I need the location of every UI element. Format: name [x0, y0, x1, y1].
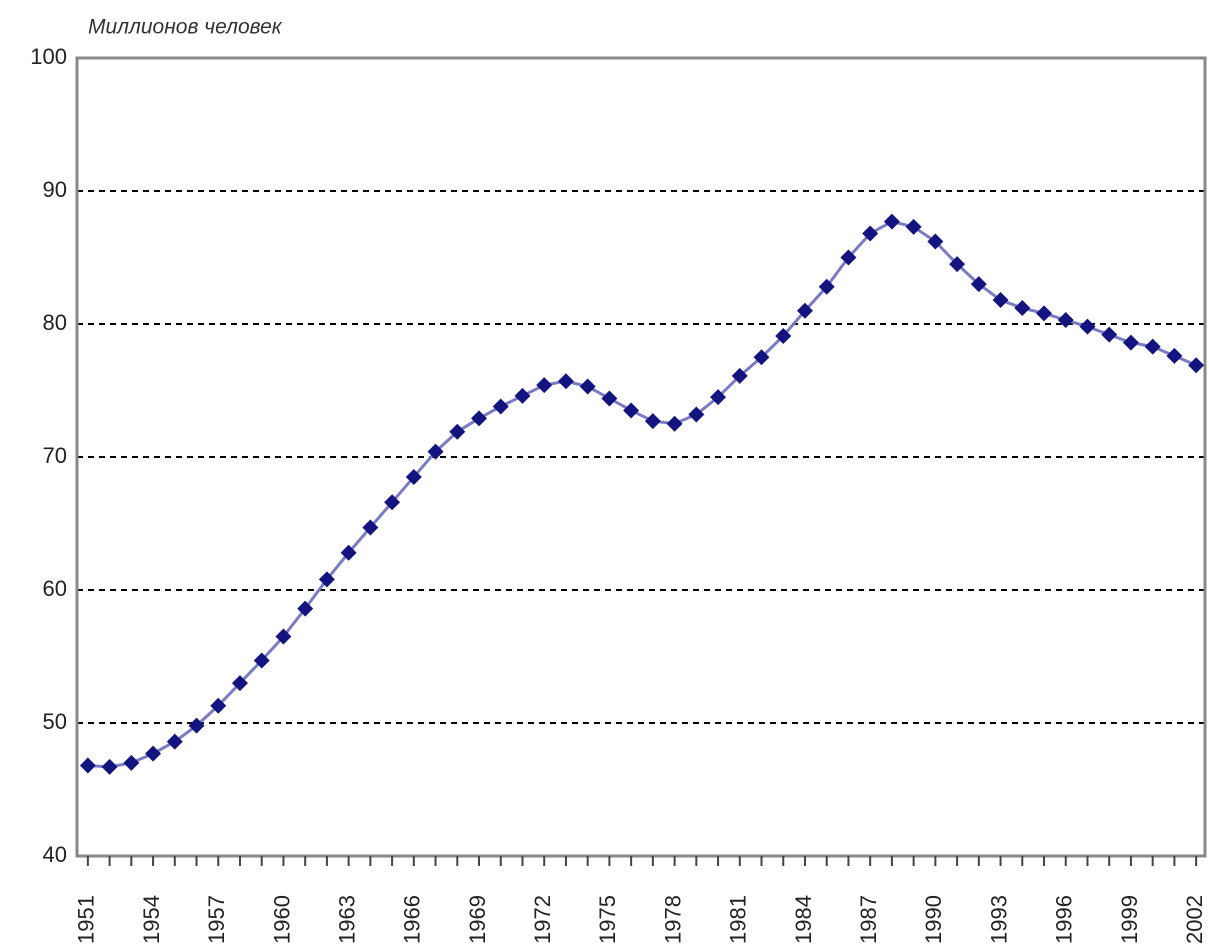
data-point: [297, 600, 314, 617]
data-point: [166, 733, 183, 750]
data-point: [1036, 305, 1053, 322]
data-point: [557, 373, 574, 390]
x-tick-label: 1951: [74, 895, 99, 944]
data-point: [427, 443, 444, 460]
data-point: [1057, 312, 1074, 329]
data-point: [123, 754, 140, 771]
data-point: [1188, 357, 1205, 374]
x-tick-label: 1975: [595, 895, 620, 944]
y-tick-label: 90: [43, 177, 67, 202]
x-tick-label: 1954: [139, 895, 164, 944]
data-point: [79, 757, 96, 774]
x-tick-label: 1957: [204, 895, 229, 944]
y-tick-label: 40: [43, 842, 67, 867]
data-point: [210, 697, 227, 714]
x-tick-label: 1981: [726, 895, 751, 944]
x-tick-label: 1978: [660, 895, 685, 944]
data-point: [949, 256, 966, 273]
data-point: [1166, 347, 1183, 364]
data-point: [145, 745, 162, 762]
data-point: [927, 233, 944, 250]
data-point: [1014, 300, 1031, 317]
x-tick-label: 2002: [1182, 895, 1207, 944]
x-tick-label: 1990: [921, 895, 946, 944]
data-point: [1122, 334, 1139, 351]
data-point: [601, 390, 618, 407]
x-tick-label: 1963: [334, 895, 359, 944]
data-point: [710, 389, 727, 406]
x-tick-label: 1987: [856, 895, 881, 944]
data-point: [536, 377, 553, 394]
data-point: [731, 367, 748, 384]
data-point: [231, 675, 248, 692]
x-tick-label: 1999: [1117, 895, 1142, 944]
y-tick-label: 80: [43, 310, 67, 335]
x-tick-label: 1993: [986, 895, 1011, 944]
y-tick-label: 50: [43, 709, 67, 734]
x-tick-label: 1996: [1052, 895, 1077, 944]
data-point: [970, 276, 987, 293]
data-point: [1079, 318, 1096, 335]
x-tick-label: 1966: [400, 895, 425, 944]
data-point: [905, 218, 922, 235]
y-tick-label: 60: [43, 576, 67, 601]
data-point: [644, 413, 661, 430]
data-line: [87, 219, 1197, 769]
data-point: [492, 398, 509, 415]
x-tick-label: 1969: [465, 895, 490, 944]
data-point: [818, 278, 835, 295]
data-point: [666, 415, 683, 432]
data-point: [688, 406, 705, 423]
data-point: [340, 544, 357, 561]
data-point: [384, 494, 401, 511]
x-tick-label: 1984: [791, 895, 816, 944]
data-point: [862, 225, 879, 242]
data-point: [362, 519, 379, 536]
data-point: [471, 410, 488, 427]
chart-title: Миллионов человек: [88, 16, 283, 39]
data-point: [775, 327, 792, 344]
data-point: [405, 468, 422, 485]
data-point: [883, 213, 900, 230]
data-point: [579, 378, 596, 395]
data-point: [253, 652, 270, 669]
data-point: [992, 292, 1009, 309]
x-tick-label: 1972: [530, 895, 555, 944]
data-point: [623, 402, 640, 419]
data-point: [275, 628, 292, 645]
data-point: [1144, 338, 1161, 355]
x-tick-label: 1960: [269, 895, 294, 944]
plot-frame: [75, 56, 1207, 858]
data-point: [101, 758, 118, 775]
data-point: [188, 717, 205, 734]
data-point: [318, 571, 335, 588]
data-point: [796, 302, 813, 319]
data-point: [1101, 326, 1118, 343]
data-point: [840, 249, 857, 266]
data-point: [514, 387, 531, 404]
y-tick-label: 100: [30, 44, 67, 69]
data-point: [449, 423, 466, 440]
y-tick-label: 70: [43, 443, 67, 468]
data-point: [753, 349, 770, 366]
